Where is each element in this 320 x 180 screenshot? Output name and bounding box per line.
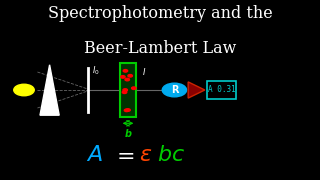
Text: $\varepsilon$: $\varepsilon$ xyxy=(139,145,152,165)
Circle shape xyxy=(126,109,130,111)
Circle shape xyxy=(14,84,34,96)
Circle shape xyxy=(123,70,128,72)
Polygon shape xyxy=(188,82,205,98)
Circle shape xyxy=(123,89,127,91)
Text: Spectrophotometry and the: Spectrophotometry and the xyxy=(48,5,272,22)
Text: Beer-Lambert Law: Beer-Lambert Law xyxy=(84,40,236,57)
Circle shape xyxy=(132,87,136,89)
Text: $I_0$: $I_0$ xyxy=(92,65,100,77)
Circle shape xyxy=(124,109,129,112)
FancyBboxPatch shape xyxy=(120,63,136,117)
Circle shape xyxy=(122,91,127,93)
Circle shape xyxy=(125,78,130,81)
Text: A 0.31: A 0.31 xyxy=(208,86,235,94)
Circle shape xyxy=(128,75,132,77)
Text: $bc$: $bc$ xyxy=(157,145,185,165)
Text: $I$: $I$ xyxy=(142,66,147,77)
Circle shape xyxy=(162,83,187,97)
Text: $A$: $A$ xyxy=(86,145,103,165)
Polygon shape xyxy=(40,65,59,115)
Circle shape xyxy=(121,76,125,78)
Text: $=$: $=$ xyxy=(112,145,134,165)
Text: R: R xyxy=(171,85,178,95)
Text: b: b xyxy=(124,129,132,139)
FancyBboxPatch shape xyxy=(207,81,236,99)
